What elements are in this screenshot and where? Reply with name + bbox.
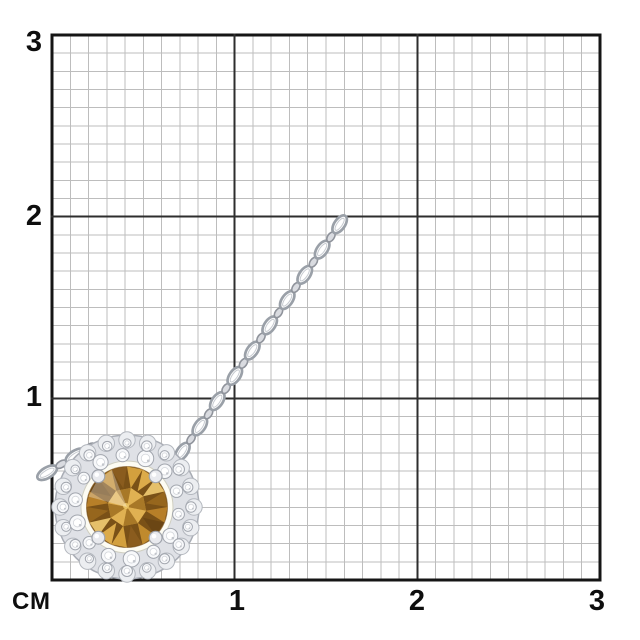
unit-label-cm: СМ xyxy=(12,588,52,615)
center-gemstone xyxy=(85,465,169,549)
y-axis-tick-2: 2 xyxy=(25,199,42,232)
x-axis-tick-3: 3 xyxy=(588,585,606,617)
necklace-chain xyxy=(173,214,349,462)
measurement-grid xyxy=(50,33,602,582)
y-axis-tick-1: 1 xyxy=(25,380,42,413)
x-axis-tick-2: 2 xyxy=(408,585,426,617)
halo-pendant xyxy=(51,431,203,583)
y-axis-tick-3: 3 xyxy=(25,25,42,58)
halo-diamonds xyxy=(56,438,197,577)
x-axis-tick-1: 1 xyxy=(228,585,246,617)
